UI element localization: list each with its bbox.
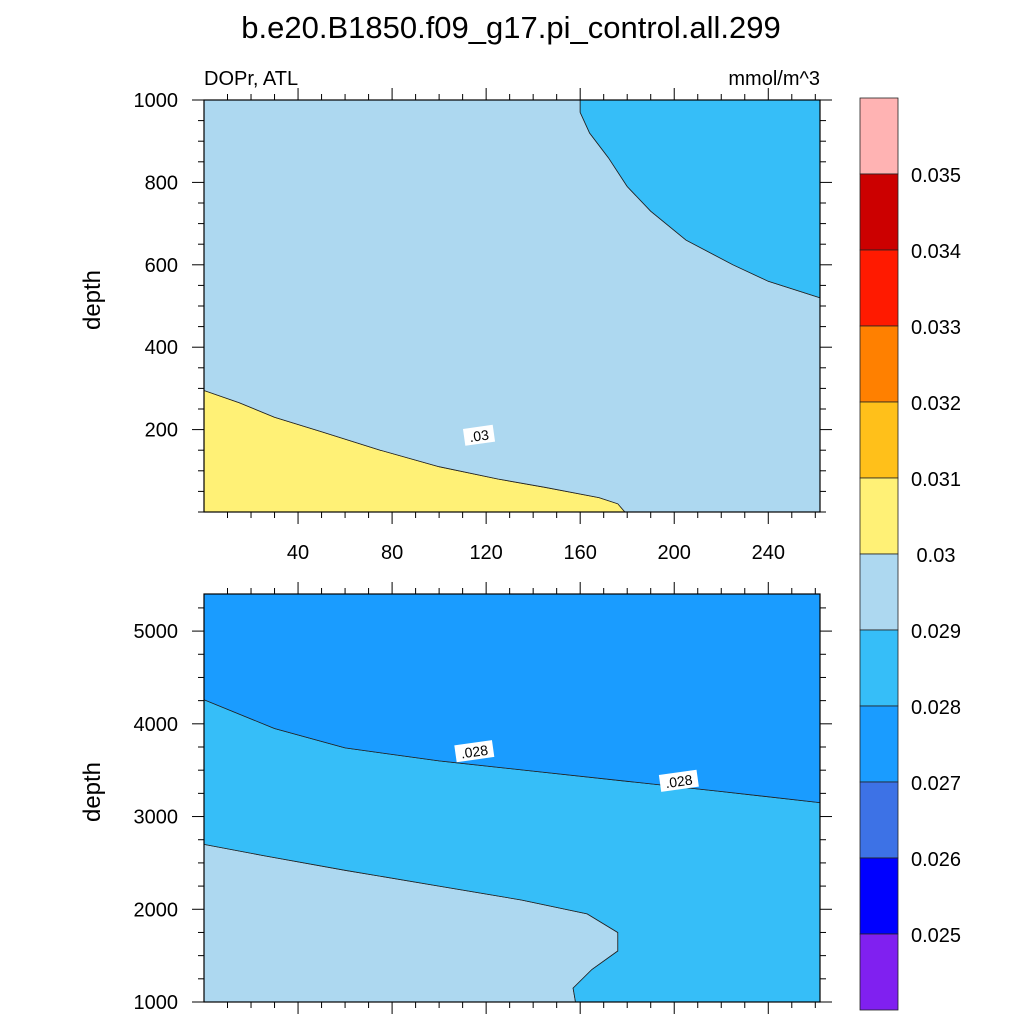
x-tick-label: 120 bbox=[469, 542, 502, 564]
colorbar-swatch bbox=[859, 401, 899, 479]
svg-text:.03: .03 bbox=[468, 426, 490, 445]
colorbar-level-label: 0.033 bbox=[911, 317, 961, 339]
colorbar-level-label: 0.031 bbox=[911, 469, 961, 491]
y-tick-label: 200 bbox=[145, 420, 178, 442]
colorbar-swatch bbox=[859, 553, 899, 631]
lower-panel: 1000 2000 3000 4000 5000 depth .028 .028 bbox=[79, 582, 832, 1014]
y-tick-label: 400 bbox=[145, 337, 178, 359]
x-tick-label: 40 bbox=[287, 542, 309, 564]
figure-title: b.e20.B1850.f09_g17.pi_control.all.299 bbox=[241, 10, 781, 45]
colorbar-swatch bbox=[859, 477, 899, 555]
colorbar-level-label: 0.029 bbox=[911, 621, 961, 643]
x-tick-label: 240 bbox=[752, 542, 785, 564]
upper-panel: 200 400 600 800 1000 40 80 120 160 200 240 depth .03 bbox=[79, 88, 832, 564]
colorbar: 0.035 0.034 0.033 0.032 0.031 0.03 0.029 0.028 0… bbox=[859, 97, 961, 1011]
y-axis-label: depth bbox=[79, 270, 106, 330]
svg-text:.028: .028 bbox=[664, 771, 693, 791]
contour-label: .028 bbox=[658, 769, 699, 792]
contour-label: .028 bbox=[454, 740, 495, 763]
colorbar-level-label: 0.035 bbox=[911, 165, 961, 187]
colorbar-level-label: 0.034 bbox=[911, 241, 961, 263]
contour-label: .03 bbox=[462, 424, 496, 446]
colorbar-swatch bbox=[859, 933, 899, 1011]
plot-frame-lower bbox=[203, 593, 821, 1003]
colorbar-level-label: 0.03 bbox=[917, 545, 956, 567]
left-subtitle: DOPr, ATL bbox=[204, 68, 298, 90]
colorbar-level-label: 0.027 bbox=[911, 773, 961, 795]
x-tick-label: 200 bbox=[658, 542, 691, 564]
contour-region-lower-2 bbox=[204, 594, 820, 804]
colorbar-swatch bbox=[859, 857, 899, 935]
x-tick-label: 80 bbox=[381, 542, 403, 564]
colorbar-swatch bbox=[859, 705, 899, 783]
x-tick-label: 160 bbox=[563, 542, 596, 564]
colorbar-swatch bbox=[859, 97, 899, 175]
colorbar-swatch bbox=[859, 249, 899, 327]
colorbar-level-label: 0.032 bbox=[911, 393, 961, 415]
y-tick-label: 2000 bbox=[134, 899, 179, 921]
y-axis-label: depth bbox=[79, 762, 106, 822]
contour-region-upper-2 bbox=[579, 100, 820, 299]
y-tick-label: 1000 bbox=[134, 992, 179, 1014]
svg-text:.028: .028 bbox=[460, 742, 489, 762]
y-tick-label: 1000 bbox=[134, 90, 179, 112]
y-tick-label: 4000 bbox=[134, 714, 179, 736]
colorbar-level-label: 0.026 bbox=[911, 849, 961, 871]
y-tick-label: 5000 bbox=[134, 621, 179, 643]
colorbar-level-label: 0.025 bbox=[911, 925, 961, 947]
colorbar-swatch bbox=[859, 173, 899, 251]
y-tick-label: 800 bbox=[145, 172, 178, 194]
colorbar-swatch bbox=[859, 325, 899, 403]
colorbar-level-label: 0.028 bbox=[911, 697, 961, 719]
colorbar-swatch bbox=[859, 781, 899, 859]
y-tick-label: 3000 bbox=[134, 807, 179, 829]
right-subtitle: mmol/m^3 bbox=[728, 68, 820, 90]
y-tick-label: 600 bbox=[145, 255, 178, 277]
colorbar-swatch bbox=[859, 629, 899, 707]
